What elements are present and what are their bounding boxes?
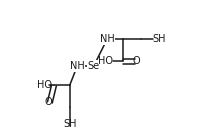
Text: NH: NH	[70, 61, 85, 71]
Text: SH: SH	[63, 119, 76, 129]
Text: O: O	[132, 56, 140, 67]
Text: O: O	[45, 97, 52, 108]
Text: Se: Se	[88, 61, 100, 71]
Text: HO: HO	[98, 56, 113, 67]
Text: SH: SH	[152, 34, 166, 44]
Text: HO: HO	[37, 80, 52, 90]
Text: NH: NH	[100, 34, 115, 44]
